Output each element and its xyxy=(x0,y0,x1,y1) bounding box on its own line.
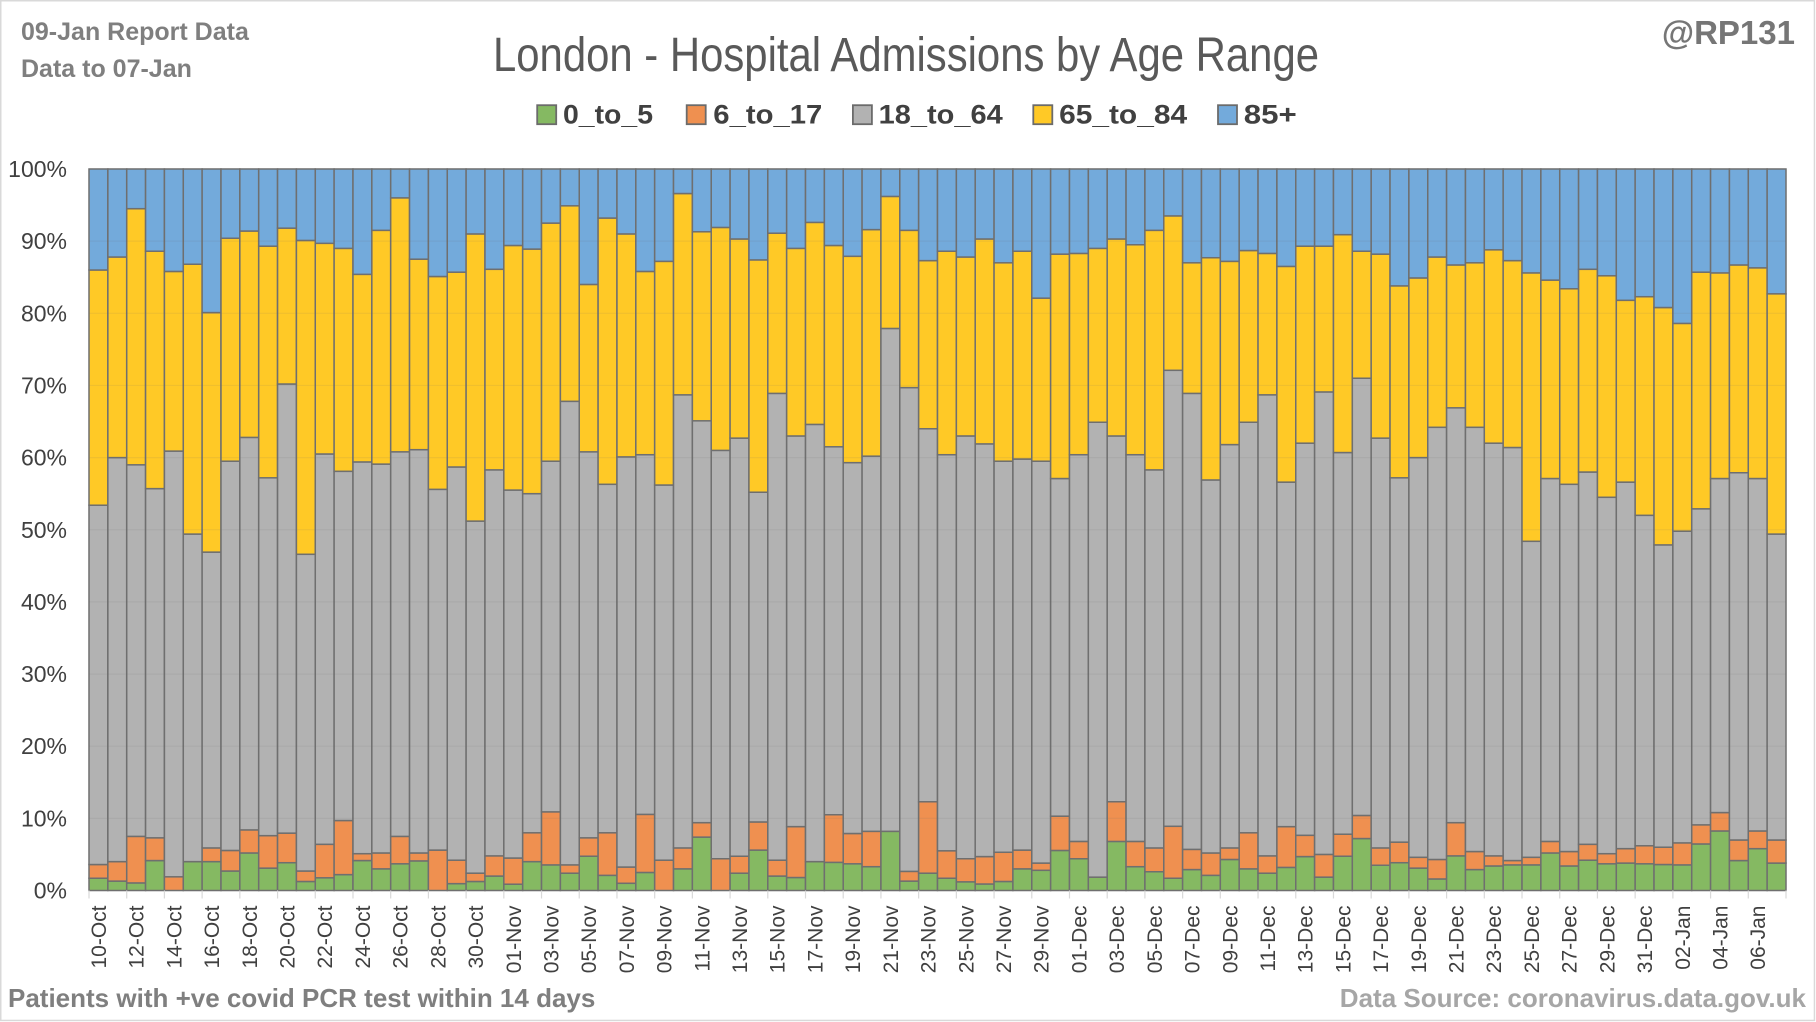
svg-text:10-Oct: 10-Oct xyxy=(88,905,111,968)
svg-text:05-Dec: 05-Dec xyxy=(1144,906,1167,974)
svg-text:29-Nov: 29-Nov xyxy=(1031,905,1054,973)
svg-text:London - Hospital Admissions b: London - Hospital Admissions by Age Rang… xyxy=(493,29,1319,82)
svg-text:17-Dec: 17-Dec xyxy=(1370,906,1393,974)
svg-text:11-Nov: 11-Nov xyxy=(691,905,714,972)
svg-text:22-Oct: 22-Oct xyxy=(314,905,337,968)
svg-text:27-Dec: 27-Dec xyxy=(1559,906,1582,974)
svg-text:18_to_64: 18_to_64 xyxy=(879,100,1003,130)
svg-text:20-Oct: 20-Oct xyxy=(276,905,299,968)
svg-text:18-Oct: 18-Oct xyxy=(239,905,262,968)
svg-text:24-Oct: 24-Oct xyxy=(352,905,375,968)
svg-text:80%: 80% xyxy=(21,300,67,326)
svg-text:Data to 07-Jan: Data to 07-Jan xyxy=(21,55,192,83)
svg-text:40%: 40% xyxy=(21,589,67,615)
svg-text:06-Jan: 06-Jan xyxy=(1747,906,1770,970)
svg-text:07-Nov: 07-Nov xyxy=(616,905,639,973)
svg-text:03-Dec: 03-Dec xyxy=(1106,906,1129,974)
svg-text:09-Jan Report Data: 09-Jan Report Data xyxy=(21,18,250,46)
svg-text:Patients with +ve covid PCR t: Patients with +ve covid PCR test within … xyxy=(8,983,595,1013)
svg-text:15-Dec: 15-Dec xyxy=(1332,906,1355,974)
svg-text:21-Dec: 21-Dec xyxy=(1446,906,1469,974)
svg-text:19-Nov: 19-Nov xyxy=(842,905,865,973)
svg-text:70%: 70% xyxy=(21,372,67,398)
svg-text:15-Nov: 15-Nov xyxy=(767,905,790,973)
svg-text:13-Nov: 13-Nov xyxy=(729,905,752,973)
svg-text:6_to_17: 6_to_17 xyxy=(713,100,822,130)
svg-text:26-Oct: 26-Oct xyxy=(390,905,413,968)
svg-text:02-Jan: 02-Jan xyxy=(1672,906,1695,970)
svg-text:28-Oct: 28-Oct xyxy=(427,905,450,968)
svg-text:16-Oct: 16-Oct xyxy=(201,905,224,968)
svg-text:14-Oct: 14-Oct xyxy=(163,905,186,968)
svg-text:09-Nov: 09-Nov xyxy=(654,905,677,973)
svg-text:0%: 0% xyxy=(34,878,67,904)
svg-text:10%: 10% xyxy=(21,805,67,831)
svg-text:01-Nov: 01-Nov xyxy=(503,905,526,973)
svg-text:@RP131: @RP131 xyxy=(1662,14,1795,51)
svg-text:23-Nov: 23-Nov xyxy=(918,905,941,973)
svg-text:17-Nov: 17-Nov xyxy=(804,905,827,973)
svg-text:50%: 50% xyxy=(21,517,67,543)
svg-text:65_to_84: 65_to_84 xyxy=(1059,100,1187,130)
svg-text:01-Dec: 01-Dec xyxy=(1068,906,1091,974)
svg-text:20%: 20% xyxy=(21,733,67,759)
svg-text:04-Jan: 04-Jan xyxy=(1710,906,1733,970)
svg-text:90%: 90% xyxy=(21,228,67,254)
svg-text:30-Oct: 30-Oct xyxy=(465,905,488,968)
svg-text:09-Dec: 09-Dec xyxy=(1219,906,1242,974)
svg-text:Data Source: coronavirus.data.: Data Source: coronavirus.data.gov.uk xyxy=(1340,983,1807,1013)
svg-text:31-Dec: 31-Dec xyxy=(1634,906,1657,974)
svg-text:30%: 30% xyxy=(21,661,67,687)
svg-text:13-Dec: 13-Dec xyxy=(1295,906,1318,974)
svg-text:03-Nov: 03-Nov xyxy=(540,905,563,973)
svg-text:25-Nov: 25-Nov xyxy=(955,905,978,973)
svg-text:21-Nov: 21-Nov xyxy=(880,905,903,973)
svg-text:27-Nov: 27-Nov xyxy=(993,905,1016,973)
svg-text:23-Dec: 23-Dec xyxy=(1483,906,1506,974)
svg-text:25-Dec: 25-Dec xyxy=(1521,906,1544,974)
svg-text:0_to_5: 0_to_5 xyxy=(563,100,653,130)
svg-text:60%: 60% xyxy=(21,445,67,471)
svg-text:29-Dec: 29-Dec xyxy=(1596,906,1619,974)
svg-text:85+: 85+ xyxy=(1244,100,1297,130)
svg-text:05-Nov: 05-Nov xyxy=(578,905,601,973)
svg-text:19-Dec: 19-Dec xyxy=(1408,906,1431,974)
svg-text:11-Dec: 11-Dec xyxy=(1257,906,1280,972)
svg-text:12-Oct: 12-Oct xyxy=(126,905,149,968)
svg-text:100%: 100% xyxy=(8,156,67,182)
svg-text:07-Dec: 07-Dec xyxy=(1182,906,1205,974)
